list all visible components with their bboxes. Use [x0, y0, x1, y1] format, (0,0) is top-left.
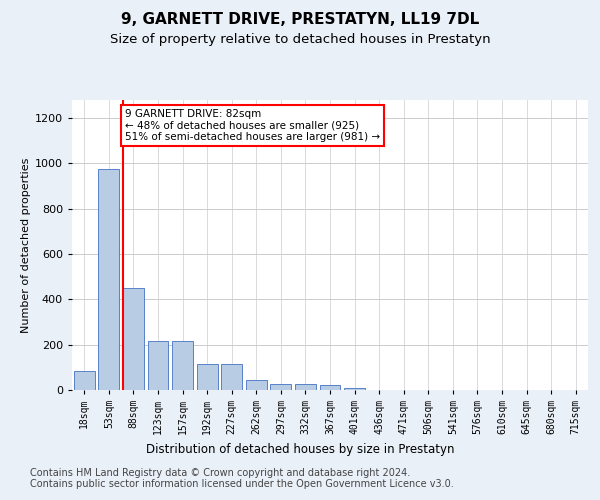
Bar [197, 364, 218, 390]
Text: Distribution of detached houses by size in Prestatyn: Distribution of detached houses by size … [146, 442, 454, 456]
Bar [74, 372, 95, 390]
Text: Size of property relative to detached houses in Prestatyn: Size of property relative to detached ho… [110, 32, 490, 46]
Bar [295, 384, 316, 390]
Bar [246, 380, 267, 390]
Bar [172, 342, 193, 390]
Bar [344, 388, 365, 390]
Text: Contains HM Land Registry data © Crown copyright and database right 2024.
Contai: Contains HM Land Registry data © Crown c… [30, 468, 454, 489]
Text: 9 GARNETT DRIVE: 82sqm
← 48% of detached houses are smaller (925)
51% of semi-de: 9 GARNETT DRIVE: 82sqm ← 48% of detached… [125, 109, 380, 142]
Bar [123, 288, 144, 390]
Y-axis label: Number of detached properties: Number of detached properties [20, 158, 31, 332]
Bar [148, 342, 169, 390]
Bar [271, 384, 292, 390]
Bar [221, 364, 242, 390]
Text: 9, GARNETT DRIVE, PRESTATYN, LL19 7DL: 9, GARNETT DRIVE, PRESTATYN, LL19 7DL [121, 12, 479, 28]
Bar [320, 386, 340, 390]
Bar [98, 169, 119, 390]
